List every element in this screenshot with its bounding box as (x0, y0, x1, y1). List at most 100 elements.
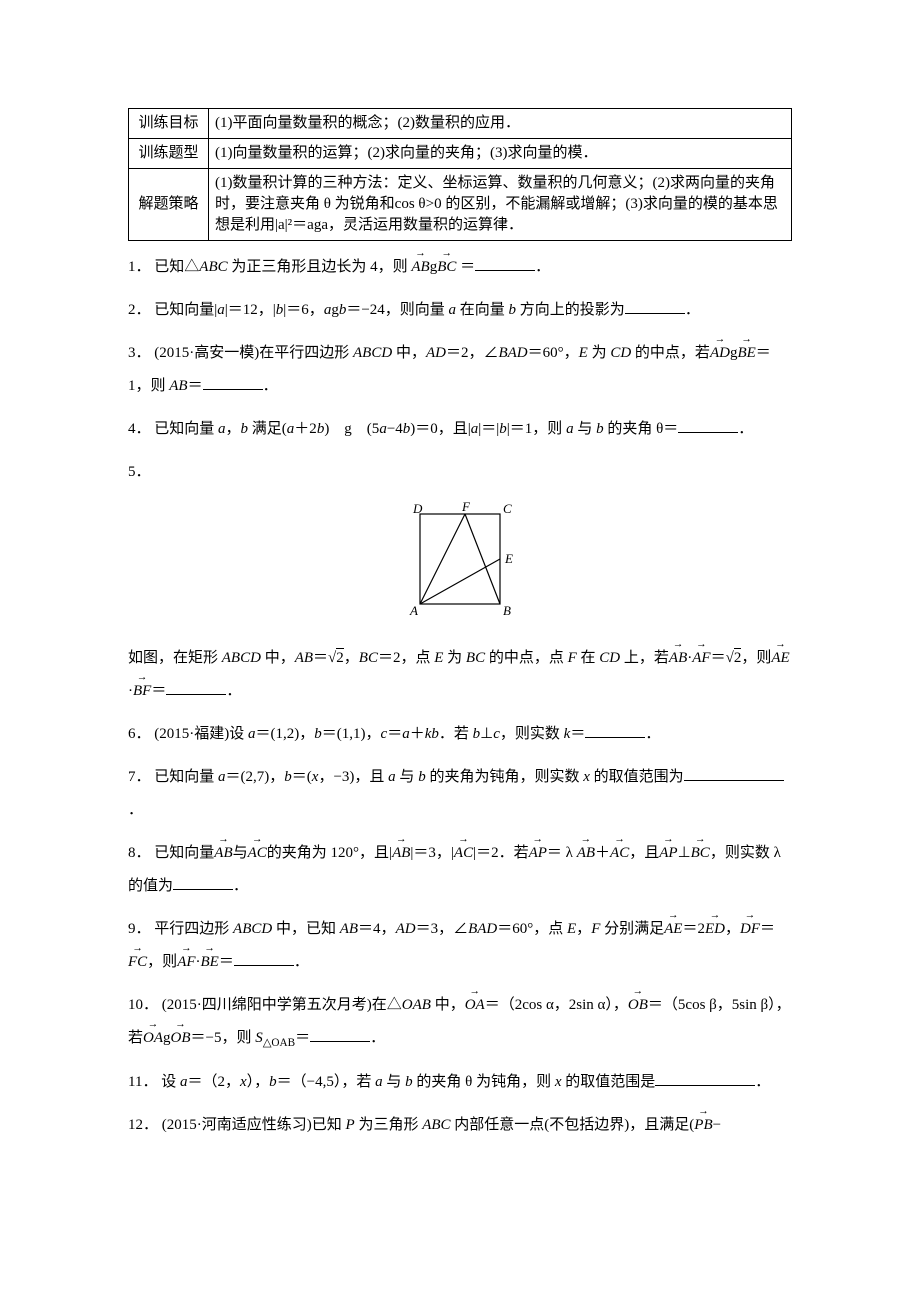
t: |＝6， (283, 302, 324, 318)
answer-blank (234, 951, 294, 966)
t: ＝2，∠ (446, 345, 499, 361)
t: ＝−5，则 (191, 1030, 256, 1046)
x: x (583, 769, 590, 785)
t: ＝（2， (187, 1074, 240, 1090)
vector-ac: AC (610, 837, 629, 870)
t: 的夹角 θ＝ (604, 421, 679, 437)
t: 如图，在矩形 (128, 650, 222, 666)
vec-a: a (248, 726, 256, 742)
t: ⊥ (480, 726, 493, 742)
vector-ab: AB (669, 642, 687, 675)
t: |＝3，| (410, 845, 454, 861)
t: 的取值范围为 (590, 769, 684, 785)
problem-11: 11． 设 a＝（2，x），b＝（−4,5），若 a 与 b 的夹角 θ 为钝角… (128, 1066, 792, 1099)
vec-a: a (218, 769, 226, 785)
eq: ＝ (313, 650, 328, 666)
meta-table: 训练目标 (1)平面向量数量积的概念；(2)数量积的应用． 训练题型 (1)向量… (128, 108, 792, 241)
pt-B: B (503, 603, 511, 618)
eq: ＝ (295, 1030, 310, 1046)
vector-oa: OA (143, 1022, 163, 1055)
ad: AD (426, 345, 446, 361)
p: P (346, 1117, 355, 1133)
meta-content: (1)数量积计算的三种方法：定义、坐标运算、数量积的几何意义；(2)求两向量的夹… (209, 169, 792, 241)
bc: BC (466, 650, 485, 666)
vec-a: a (379, 421, 387, 437)
num: 1． (128, 259, 151, 275)
meta-content: (1)向量数量积的运算；(2)求向量的夹角；(3)求向量的模． (209, 139, 792, 169)
num: 6． (128, 726, 151, 742)
t: |＝| (478, 421, 499, 437)
vec-a: a (402, 726, 410, 742)
answer-blank (625, 299, 685, 314)
vector-ac: AC (248, 837, 267, 870)
t: 与 (396, 769, 419, 785)
t: ) g (5 (324, 421, 379, 437)
pt-C: C (503, 501, 512, 516)
op: g (430, 259, 438, 275)
answer-blank (173, 875, 233, 890)
vec-a: a (218, 421, 226, 437)
t: ， (226, 421, 241, 437)
t: ，则 (741, 650, 771, 666)
vec-a: a (375, 1074, 383, 1090)
problem-2: 2． 已知向量|a|＝12，|b|＝6，agb＝−24，则向量 a 在向量 b … (128, 294, 792, 327)
problem-1: 1． 已知△ABC 为正三角形且边长为 4，则 ABgBC ＝． (128, 251, 792, 284)
t: ＝2，点 (378, 650, 434, 666)
t: (2015·高安一模)在平行四边形 (154, 345, 353, 361)
t: 方向上的投影为 (516, 302, 625, 318)
sqrt2: 2 (726, 642, 742, 675)
t: 的夹角为钝角，则实数 (426, 769, 584, 785)
t: ＝2 (682, 921, 705, 937)
vector-be: BE (201, 946, 219, 979)
vector-ob: OB (628, 989, 648, 1022)
t: 已知向量 (154, 769, 218, 785)
answer-blank (475, 256, 535, 271)
vector-fc: FC (128, 946, 147, 979)
problem-8: 8． 已知向量AB与AC的夹角为 120°，且|AB|＝3，|AC|＝2．若AP… (128, 837, 792, 903)
t: )＝0，且| (410, 421, 471, 437)
meta-row: 训练目标 (1)平面向量数量积的概念；(2)数量积的应用． (129, 109, 792, 139)
abcd: ABCD (353, 345, 392, 361)
t: (2015·福建)设 (154, 726, 248, 742)
t: 在向量 (456, 302, 509, 318)
s: S (255, 1030, 263, 1046)
ab: AB (340, 921, 358, 937)
pt-D: D (412, 501, 423, 516)
t: ＝−24，则向量 (346, 302, 448, 318)
t: 的取值范围是 (562, 1074, 656, 1090)
t: 的中点，若 (631, 345, 710, 361)
t: ＝ λ (547, 845, 577, 861)
answer-blank (684, 766, 784, 781)
vector-ae: AE (664, 913, 682, 946)
e: E (567, 921, 576, 937)
f: F (568, 650, 577, 666)
t: ＝(1,1)， (322, 726, 381, 742)
vector-ed: ED (705, 913, 725, 946)
ad: AD (396, 921, 416, 937)
num: 5． (128, 464, 151, 480)
answer-blank (655, 1071, 755, 1086)
t: −4 (387, 421, 403, 437)
bad: BAD (498, 345, 527, 361)
t: 内部任意一点(不包括边界)，且满足( (451, 1117, 695, 1133)
t: ＝ (219, 954, 234, 970)
t: ＝ (387, 726, 402, 742)
vector-df: DF (740, 913, 760, 946)
t: 中，已知 (272, 921, 340, 937)
t: |＝1，则 (507, 421, 566, 437)
t: 已知向量 (154, 845, 214, 861)
t: (2015·河南适应性练习)已知 (162, 1117, 346, 1133)
meta-row: 训练题型 (1)向量数量积的运算；(2)求向量的夹角；(3)求向量的模． (129, 139, 792, 169)
t: ＝60°， (528, 345, 579, 361)
t: ＝ (760, 921, 775, 937)
vec-b: b (269, 1074, 277, 1090)
t: 的夹角为 120°，且| (267, 845, 392, 861)
t: ，−3)，且 (318, 769, 388, 785)
t: 的夹角 θ 为钝角，则 (413, 1074, 555, 1090)
t: ）， (247, 1074, 270, 1090)
op: g (163, 1030, 171, 1046)
t: ＝ (570, 726, 585, 742)
vector-ab: AB (577, 837, 595, 870)
answer-blank (203, 375, 263, 390)
op: g (331, 302, 339, 318)
